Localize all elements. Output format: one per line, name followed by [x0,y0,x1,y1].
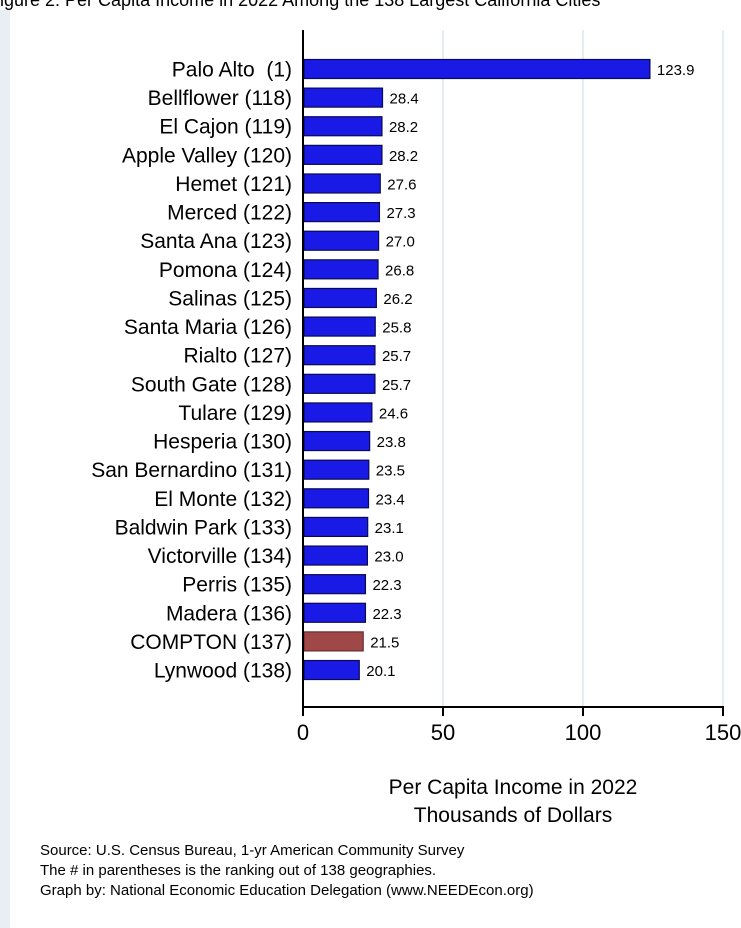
footer-ranking-note: The # in parentheses is the ranking out … [40,862,437,879]
value-label-18: 22.3 [372,577,401,594]
category-labels: Palo Alto (1) Bellflower (118) El Cajon (1… [91,59,292,683]
value-label-16: 23.1 [375,520,404,537]
category-label-3: Apple Valley (120) [122,144,292,167]
footer-source: Source: U.S. Census Bureau, 1-yr America… [40,842,465,859]
x-tick-label-0: 0 [297,720,309,745]
bar-7 [303,259,379,280]
bar-20 [303,631,364,652]
bar-21 [303,659,360,681]
category-label-21: Lynwood (138) [154,660,292,683]
value-labels: 123.9 28.4 28.2 28.2 27.6 27.3 27.0 26.8 26.2 25.… [366,62,694,680]
value-label-1: 28.4 [390,91,419,108]
bar-19 [303,602,367,623]
category-label-0: Palo Alto (1) [172,59,292,82]
footer-credit: Graph by: National Economic Education De… [40,882,534,899]
x-tick-label-3: 150 [705,720,741,745]
value-label-8: 26.2 [383,291,412,308]
category-label-10: Rialto (127) [183,345,292,368]
value-label-17: 23.0 [374,549,403,566]
category-label-2: El Cajon (119) [159,116,292,139]
category-label-12: Tulare (129) [178,402,292,425]
category-label-16: Baldwin Park (133) [115,516,292,539]
bar-10 [303,345,376,366]
bar-14 [303,459,370,480]
bar-0 [303,58,651,80]
bar-12 [303,402,373,423]
bar-6 [303,230,380,251]
bar-4 [303,173,381,194]
category-label-9: Santa Maria (126) [124,316,292,339]
bar-2 [303,116,383,137]
x-tick-label-1: 50 [431,720,455,745]
category-label-15: El Monte (132) [154,488,292,511]
bar-18 [303,574,367,595]
bar-5 [303,202,381,223]
value-label-14: 23.5 [376,463,405,480]
value-label-6: 27.0 [386,234,415,251]
value-label-5: 27.3 [386,205,415,222]
x-axis: 0 50 100 150 [297,30,741,745]
gridlines [442,30,724,707]
bar-11 [303,373,376,394]
value-label-0: 123.9 [657,62,695,79]
category-label-18: Perris (135) [182,574,292,597]
figure-title-fragment: igure 2: Per Capita Income in 2022 Among… [0,0,741,10]
category-label-11: South Gate (128) [131,373,292,396]
value-label-19: 22.3 [372,606,401,623]
value-label-21: 20.1 [366,663,395,680]
bar-1 [303,87,384,108]
bar-17 [303,545,369,566]
x-tick-label-2: 100 [565,720,602,745]
category-label-20: COMPTON (137) [130,631,292,654]
category-label-6: Santa Ana (123) [140,230,292,253]
value-label-7: 26.8 [385,262,414,279]
bars [303,58,651,681]
category-label-8: Salinas (125) [168,287,292,310]
bar-9 [303,316,376,337]
value-label-12: 24.6 [379,405,408,422]
category-label-14: San Bernardino (131) [91,459,292,482]
category-label-4: Hemet (121) [175,173,292,196]
value-label-2: 28.2 [389,119,418,136]
figure-title-text: igure 2: Per Capita Income in 2022 Among… [0,0,601,10]
value-label-3: 28.2 [389,148,418,165]
category-label-13: Hesperia (130) [153,431,292,454]
category-label-17: Victorville (134) [148,545,292,568]
category-label-7: Pomona (124) [159,259,292,282]
value-label-4: 27.6 [387,176,416,193]
x-axis-label-line-2: Thousands of Dollars [414,804,612,827]
x-axis-label-line-1: Per Capita Income in 2022 [389,776,638,799]
bar-16 [303,516,369,538]
category-label-19: Madera (136) [166,602,292,625]
category-label-1: Bellflower (118) [148,87,292,110]
bar-13 [303,430,371,452]
value-label-15: 23.4 [376,491,405,508]
bar-3 [303,144,383,165]
category-label-5: Merced (122) [167,202,292,225]
value-label-13: 23.8 [377,434,406,451]
value-label-20: 21.5 [370,634,399,651]
bar-15 [303,488,370,509]
value-label-11: 25.7 [382,377,411,394]
bar-8 [303,287,377,309]
value-label-10: 25.7 [382,348,411,365]
value-label-9: 25.8 [382,320,411,337]
